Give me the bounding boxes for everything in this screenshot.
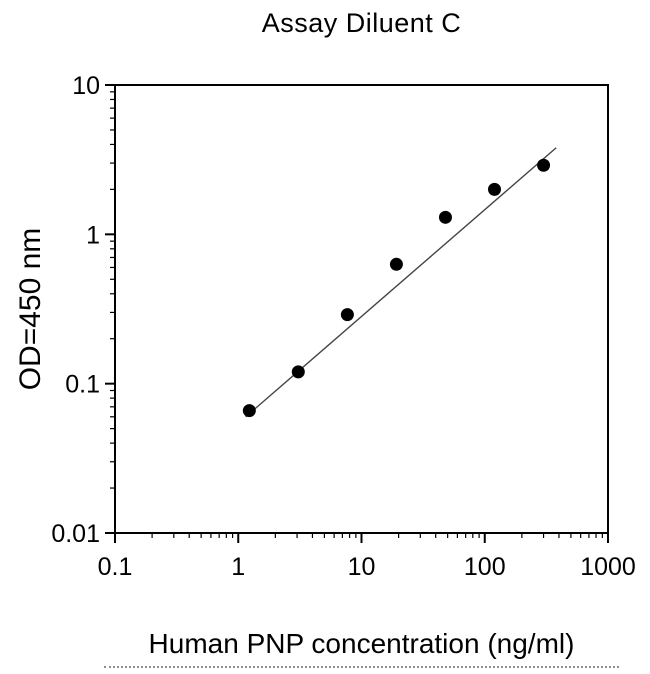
plot-frame bbox=[114, 84, 609, 534]
data-point bbox=[242, 404, 256, 418]
y-tick-label: 0.01 bbox=[51, 520, 100, 548]
x-tick-label: 100 bbox=[464, 553, 506, 581]
data-point bbox=[291, 365, 305, 379]
chart-title: Assay Diluent C bbox=[261, 8, 462, 38]
y-tick-label: 1 bbox=[86, 221, 100, 249]
x-axis-label: Human PNP concentration (ng/ml) bbox=[104, 628, 619, 668]
x-tick-label: 0.1 bbox=[98, 553, 133, 581]
data-point bbox=[340, 308, 354, 322]
x-tick-label: 1 bbox=[231, 553, 245, 581]
data-point bbox=[389, 257, 403, 271]
fit-line bbox=[245, 147, 557, 418]
y-tick-label: 10 bbox=[72, 72, 100, 100]
x-tick-label: 10 bbox=[348, 553, 376, 581]
data-point bbox=[488, 182, 502, 196]
x-tick-label: 1000 bbox=[580, 553, 636, 581]
y-tick-label: 0.1 bbox=[65, 371, 100, 399]
data-point bbox=[438, 210, 452, 224]
data-point bbox=[537, 158, 551, 172]
